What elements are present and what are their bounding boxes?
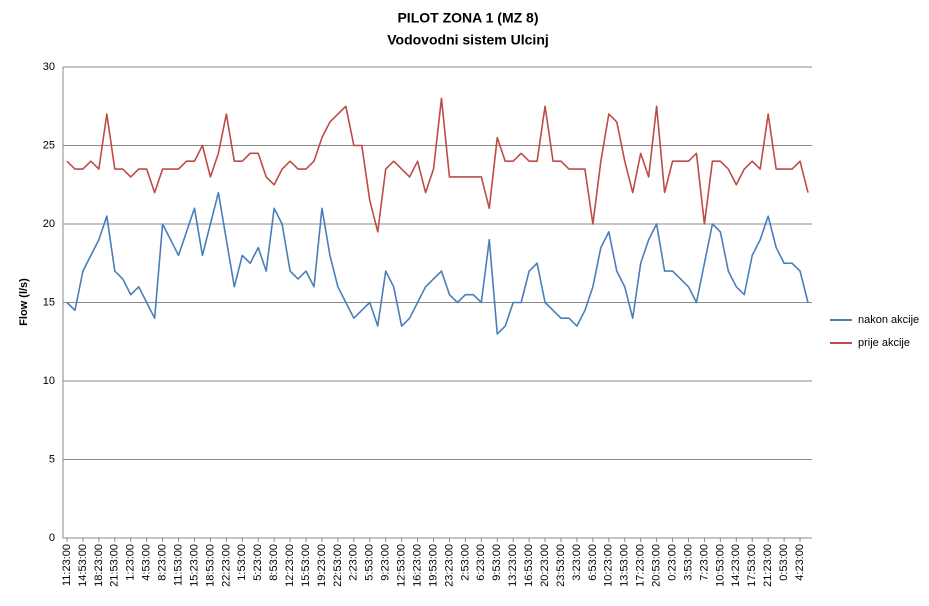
x-tick-label: 5:53:00 [364, 544, 376, 581]
x-tick-label: 16:53:00 [523, 544, 535, 587]
x-tick-label: 19:53:00 [427, 544, 439, 587]
chart-subtitle: Vodovodni sistem Ulcinj [387, 32, 549, 48]
y-axis-label: Flow (l/s) [18, 278, 30, 326]
y-tick-label: 0 [49, 532, 55, 544]
y-tick-label: 15 [43, 296, 55, 308]
x-tick-label: 9:53:00 [491, 544, 503, 581]
x-tick-label: 19:23:00 [316, 544, 328, 587]
x-tick-label: 12:23:00 [284, 544, 296, 587]
x-tick-label: 6:53:00 [587, 544, 599, 581]
x-tick-label: 7:23:00 [698, 544, 710, 581]
x-tick-label: 2:23:00 [348, 544, 360, 581]
series-line [66, 97, 809, 233]
x-tick-label: 4:53:00 [141, 544, 153, 581]
x-tick-label: 13:53:00 [619, 544, 631, 587]
chart-title: PILOT ZONA 1 (MZ 8) [397, 10, 538, 26]
x-tick-label: 2:53:00 [459, 544, 471, 581]
series-line [66, 191, 809, 335]
x-tick-label: 17:23:00 [635, 544, 647, 587]
x-tick-label: 0:23:00 [666, 544, 678, 581]
x-tick-label: 15:23:00 [188, 544, 200, 587]
x-tick-label: 8:23:00 [157, 544, 169, 581]
x-tick-label: 3:53:00 [682, 544, 694, 581]
x-tick-label: 0:53:00 [778, 544, 790, 581]
x-tick-label: 12:53:00 [396, 544, 408, 587]
x-tick-label: 20:23:00 [539, 544, 551, 587]
legend-label: prije akcije [858, 337, 910, 349]
x-tick-label: 18:23:00 [93, 544, 105, 587]
x-tick-label: 17:53:00 [746, 544, 758, 587]
x-tick-label: 21:53:00 [109, 544, 121, 587]
x-tick-label: 5:23:00 [252, 544, 264, 581]
legend-label: nakon akcije [858, 314, 919, 326]
x-tick-label: 4:23:00 [794, 544, 806, 581]
x-tick-label: 23:53:00 [555, 544, 567, 587]
y-tick-label: 10 [43, 375, 55, 387]
x-tick-label: 1:53:00 [236, 544, 248, 581]
x-tick-label: 20:53:00 [651, 544, 663, 587]
x-tick-label: 3:23:00 [571, 544, 583, 581]
x-tick-label: 11:53:00 [172, 544, 184, 586]
x-tick-label: 22:53:00 [332, 544, 344, 587]
x-tick-label: 14:53:00 [77, 544, 89, 587]
x-tick-label: 10:53:00 [714, 544, 726, 587]
y-tick-label: 5 [49, 453, 55, 465]
x-tick-label: 1:23:00 [125, 544, 137, 581]
x-tick-label: 6:23:00 [475, 544, 487, 581]
x-tick-label: 13:23:00 [507, 544, 519, 587]
y-tick-label: 30 [43, 61, 55, 73]
x-tick-label: 16:23:00 [411, 544, 423, 587]
x-tick-label: 11:23:00 [61, 544, 73, 586]
x-tick-label: 14:23:00 [730, 544, 742, 587]
x-tick-label: 15:53:00 [300, 544, 312, 587]
x-tick-label: 23:23:00 [443, 544, 455, 587]
x-tick-label: 10:23:00 [603, 544, 615, 587]
x-tick-label: 22:23:00 [220, 544, 232, 587]
x-tick-label: 9:23:00 [380, 544, 392, 581]
x-tick-label: 18:53:00 [204, 544, 216, 587]
x-tick-label: 21:23:00 [762, 544, 774, 587]
y-tick-label: 25 [43, 139, 55, 151]
y-tick-label: 20 [43, 218, 55, 230]
x-tick-label: 8:53:00 [268, 544, 280, 581]
